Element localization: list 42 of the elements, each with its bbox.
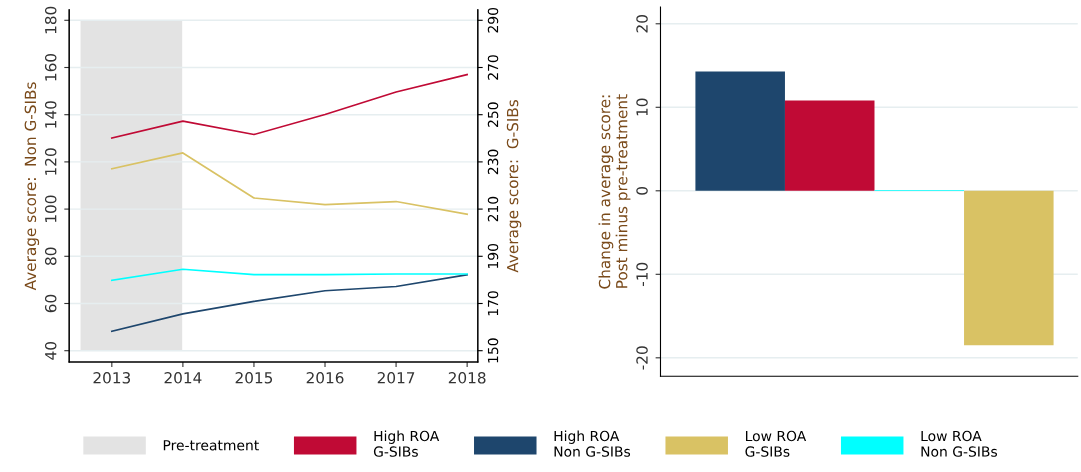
y-tick-label: 160	[44, 53, 57, 81]
y-tick-label: 40	[44, 341, 57, 360]
legend-label: High ROA G-SIBs	[373, 430, 440, 457]
y-tick-label: 120	[44, 148, 57, 175]
y-tick-label: 60	[44, 294, 57, 313]
y-tick-label: 140	[44, 101, 57, 128]
line-series	[110, 73, 468, 139]
y-tick-label: -10	[636, 262, 648, 287]
legend-label: High ROA Non G-SIBs	[554, 430, 631, 457]
y2-tick-label: 270	[487, 55, 499, 80]
line-series	[110, 273, 468, 333]
y2-tick-label: 150	[487, 338, 499, 363]
y-tick-label: -20	[636, 346, 648, 370]
bar	[964, 190, 1054, 346]
x-tick-label: 2013	[93, 372, 131, 384]
y-tick-label: 20	[636, 15, 648, 33]
x-tick-label: 2016	[306, 372, 344, 384]
x-tick-label: 2017	[377, 372, 415, 384]
legend-label: Low ROA G-SIBs	[745, 430, 807, 457]
legend-label: Low ROA Non G-SIBs	[921, 430, 998, 457]
x-tick-label: 2018	[448, 372, 486, 384]
y2-tick-label: 250	[487, 102, 499, 127]
y2-tick-label: 190	[487, 243, 499, 269]
y-tick-label: 80	[44, 247, 57, 265]
y-axis-title: Average score: Non G-SIBs	[24, 82, 40, 291]
y-tick-label: 180	[44, 6, 57, 34]
y-axis-title: Change in average score: Post minus pre-treatment	[598, 94, 631, 289]
x-tick-label: 2015	[235, 372, 273, 384]
bar	[784, 100, 875, 191]
line-series	[110, 152, 468, 216]
y-tick-label: 100	[44, 195, 57, 222]
y2-axis-title: Average score: G-SIBs	[506, 99, 522, 273]
y2-tick-label: 230	[487, 149, 499, 175]
x-tick-label: 2014	[164, 372, 202, 384]
bar	[695, 71, 785, 191]
line-series	[110, 268, 468, 282]
legend-label: Pre-treatment	[163, 440, 259, 451]
y2-tick-label: 170	[487, 291, 499, 316]
y2-tick-label: 210	[487, 196, 499, 222]
y2-tick-label: 290	[487, 7, 499, 33]
y-tick-label: 0	[636, 186, 648, 195]
y-tick-label: 10	[636, 98, 648, 116]
